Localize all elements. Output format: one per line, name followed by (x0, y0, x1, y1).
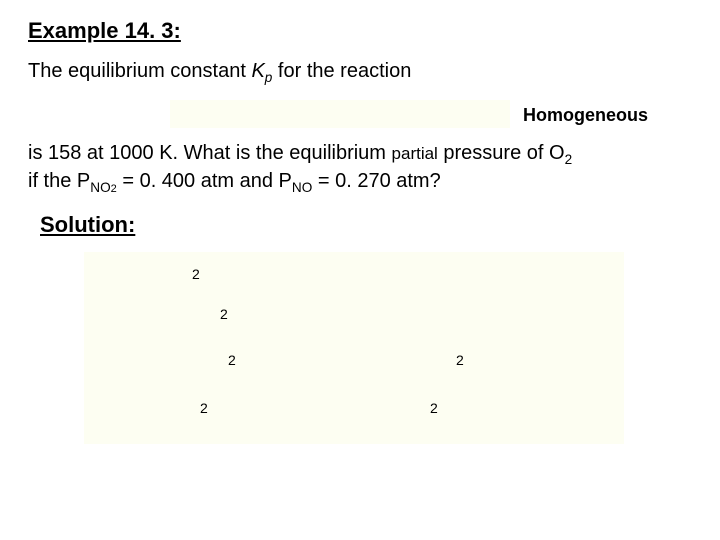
p-no: NO (292, 180, 312, 195)
work-two-f: 2 (430, 400, 438, 416)
body-seg4: = 0. 400 atm and P (117, 170, 292, 192)
question-body: is 158 at 1000 K. What is the equilibriu… (28, 140, 704, 195)
body-seg5: = 0. 270 atm? (312, 170, 440, 192)
body-seg1: is 158 at 1000 K. What is the equilibriu… (28, 142, 392, 164)
kp-k: K (251, 60, 264, 82)
work-two-d: 2 (456, 352, 464, 368)
body-partial: partial (392, 144, 438, 163)
intro-post: for the reaction (272, 60, 411, 82)
solution-heading: Solution: (40, 212, 135, 238)
work-two-e: 2 (200, 400, 208, 416)
solution-work-box: 2 2 2 2 2 2 (84, 252, 624, 444)
body-seg3: if the P (28, 170, 90, 192)
homogeneous-label: Homogeneous (523, 105, 648, 126)
reaction-box (170, 100, 510, 128)
o2-sub: 2 (565, 152, 573, 167)
work-two-b: 2 (220, 306, 228, 322)
work-two-a: 2 (192, 266, 200, 282)
body-seg2: pressure of O (438, 142, 565, 164)
example-title: Example 14. 3: (28, 18, 692, 44)
p-no2-no: NO (90, 180, 110, 195)
intro-pre: The equilibrium constant (28, 60, 251, 82)
intro-line: The equilibrium constant Kp for the reac… (28, 58, 692, 85)
work-two-c: 2 (228, 352, 236, 368)
